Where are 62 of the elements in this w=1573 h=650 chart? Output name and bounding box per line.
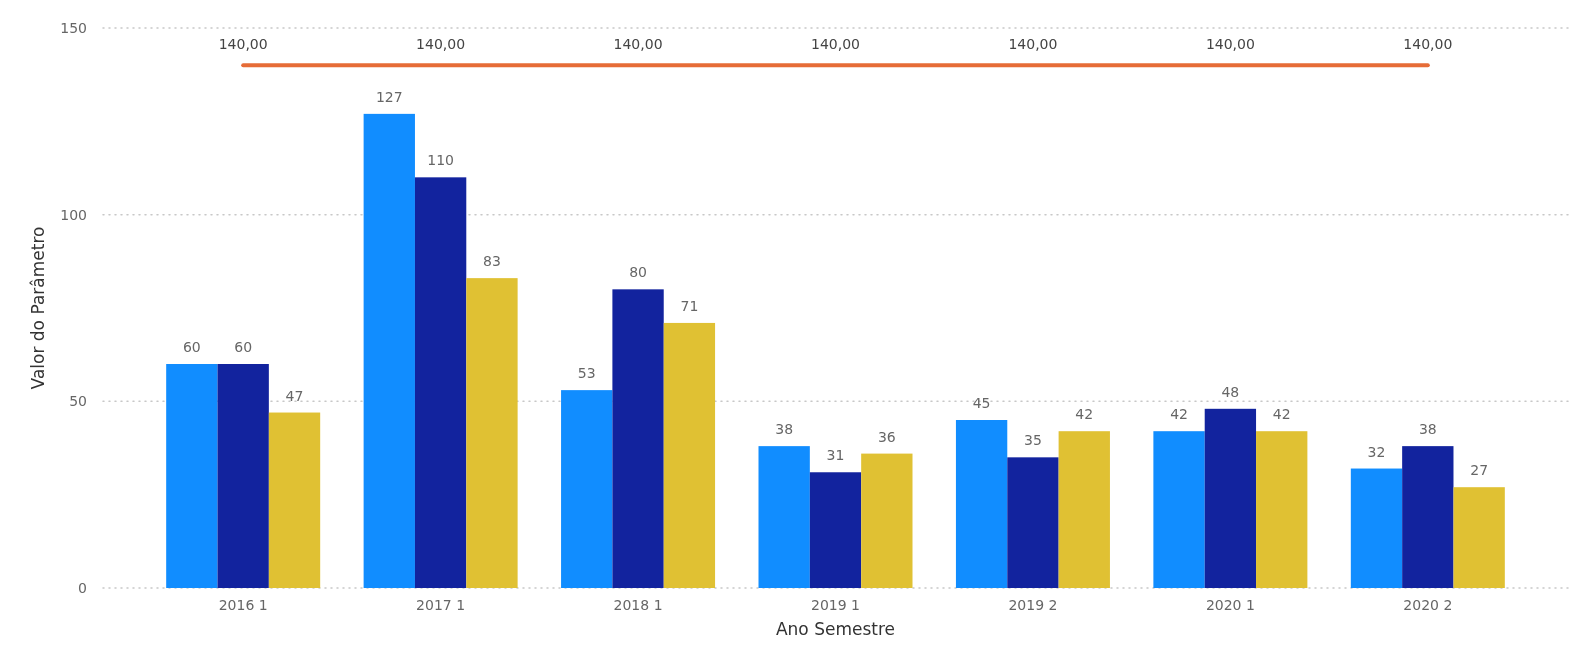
y-tick-label: 150 xyxy=(60,19,87,36)
bar xyxy=(1402,446,1454,588)
y-tick-label: 100 xyxy=(60,206,87,223)
data-label: 48 xyxy=(1221,383,1240,400)
data-label: 27 xyxy=(1470,462,1489,479)
bar xyxy=(1058,431,1110,588)
bar xyxy=(663,322,716,588)
x-tick-label: 2020 2 xyxy=(1403,597,1453,613)
bar xyxy=(166,364,218,588)
bar xyxy=(809,472,862,588)
data-label: 42 xyxy=(1075,406,1094,423)
data-label: 35 xyxy=(1024,432,1042,449)
bar xyxy=(861,453,913,588)
data-label: 140,00 xyxy=(218,36,268,53)
bar xyxy=(1204,408,1257,588)
bar xyxy=(414,177,467,588)
x-tick-label: 2018 1 xyxy=(613,597,663,613)
data-label: 47 xyxy=(285,387,304,404)
data-label: 140,00 xyxy=(1008,36,1058,53)
bar xyxy=(1007,457,1059,588)
data-label: 60 xyxy=(182,339,201,355)
data-label: 140,00 xyxy=(1403,36,1453,53)
data-label: 127 xyxy=(375,88,403,105)
data-label: 83 xyxy=(483,253,501,270)
bar xyxy=(758,446,810,588)
x-tick-label: 2016 1 xyxy=(218,597,268,613)
bar xyxy=(466,278,518,588)
y-tick-label: 50 xyxy=(69,393,87,410)
bar xyxy=(1350,468,1403,588)
x-tick-label: 2017 1 xyxy=(416,597,466,613)
data-label: 42 xyxy=(1170,406,1188,423)
data-label: 38 xyxy=(1418,421,1437,438)
bar xyxy=(1153,431,1205,588)
bar xyxy=(955,420,1008,588)
data-label: 32 xyxy=(1367,443,1386,460)
data-label: 38 xyxy=(775,421,794,438)
bar xyxy=(561,390,613,588)
x-tick-label: 2020 1 xyxy=(1205,597,1255,613)
data-label: 42 xyxy=(1272,406,1291,423)
bar xyxy=(363,113,415,588)
y-tick-label: 0 xyxy=(78,579,87,596)
y-axis-title: Valor do Parâmetro xyxy=(28,226,48,390)
bar xyxy=(1256,431,1308,588)
data-label: 140,00 xyxy=(613,36,663,53)
bar xyxy=(1453,487,1505,588)
bar xyxy=(612,289,664,588)
bar xyxy=(268,412,321,588)
data-label: 140,00 xyxy=(416,36,466,53)
data-label: 53 xyxy=(577,365,596,382)
data-label: 80 xyxy=(629,264,647,281)
data-label: 140,00 xyxy=(811,36,860,53)
data-label: 60 xyxy=(234,339,253,355)
data-label: 71 xyxy=(680,297,699,314)
x-axis-title: Ano Semestre xyxy=(775,619,896,639)
data-label: 110 xyxy=(427,152,454,169)
data-label: 36 xyxy=(877,428,896,445)
bar xyxy=(217,364,269,588)
data-label: 45 xyxy=(972,395,991,411)
x-tick-label: 2019 1 xyxy=(811,597,860,613)
x-tick-label: 2019 2 xyxy=(1008,597,1058,613)
data-label: 31 xyxy=(826,447,845,464)
data-label: 140,00 xyxy=(1205,36,1255,53)
